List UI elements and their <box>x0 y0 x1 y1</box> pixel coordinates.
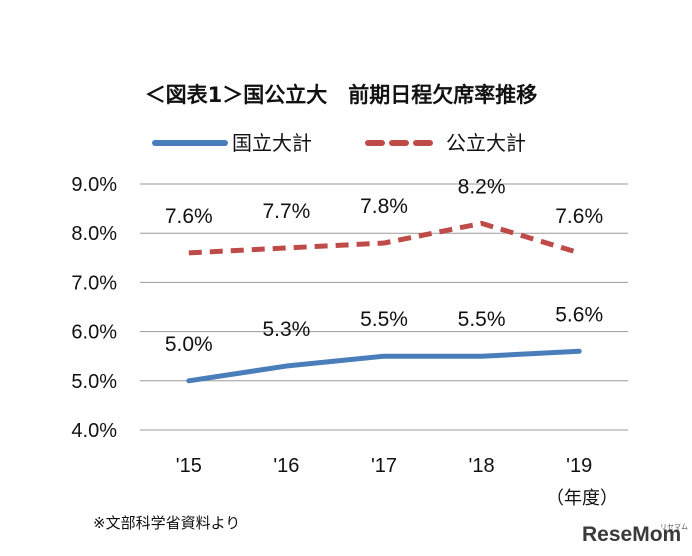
source-note: ※文部科学省資料より <box>93 514 240 532</box>
gridlines <box>140 183 628 431</box>
series-lines <box>186 220 582 384</box>
series-line-2 <box>188 220 580 256</box>
y-axis: 9.0% 8.0% 7.0% 6.0% 5.0% 4.0% <box>71 174 117 442</box>
x-tick-label: '17 <box>371 455 397 477</box>
y-tick-label: 5.0% <box>71 371 117 393</box>
data-labels: 5.0% 5.3% 5.5% 5.5% 5.6% 7.6% 7.7% 7.8% 8.2% 7.6% <box>165 175 603 355</box>
y-tick-label: 7.0% <box>71 272 117 294</box>
x-tick-label: '19 <box>566 455 592 477</box>
data-label: 5.5% <box>360 308 408 331</box>
legend: 国立大計 公立大計 <box>152 131 526 155</box>
resemom-logo: ReseMom リセマム <box>582 523 688 546</box>
data-label: 7.6% <box>165 205 213 228</box>
data-label: 7.8% <box>360 195 408 218</box>
legend-label-series-2: 公立大計 <box>446 131 526 155</box>
data-label: 5.6% <box>555 303 603 326</box>
data-label: 7.6% <box>555 205 603 228</box>
data-label: 5.5% <box>458 308 506 331</box>
data-label: 5.0% <box>165 333 213 356</box>
chart-title: ＜図表1＞国公立大 前期日程欠席率推移 <box>145 83 538 107</box>
series-line-1 <box>186 348 582 384</box>
logo-text: ReseMom <box>582 523 681 546</box>
logo-subtext: リセマム <box>660 523 688 531</box>
x-axis: '15 '16 '17 '18 '19 <box>176 455 592 477</box>
x-tick-label: '18 <box>469 455 495 477</box>
data-label: 7.7% <box>262 200 310 223</box>
y-tick-label: 8.0% <box>71 223 117 245</box>
x-tick-label: '16 <box>273 455 299 477</box>
y-tick-label: 4.0% <box>71 420 117 442</box>
x-tick-label: '15 <box>176 455 202 477</box>
x-axis-unit-label: （年度） <box>546 488 618 509</box>
y-tick-label: 6.0% <box>71 322 117 344</box>
y-tick-label: 9.0% <box>71 174 117 196</box>
legend-label-series-1: 国立大計 <box>232 131 312 155</box>
data-label: 5.3% <box>262 318 310 341</box>
data-label: 8.2% <box>458 175 506 198</box>
